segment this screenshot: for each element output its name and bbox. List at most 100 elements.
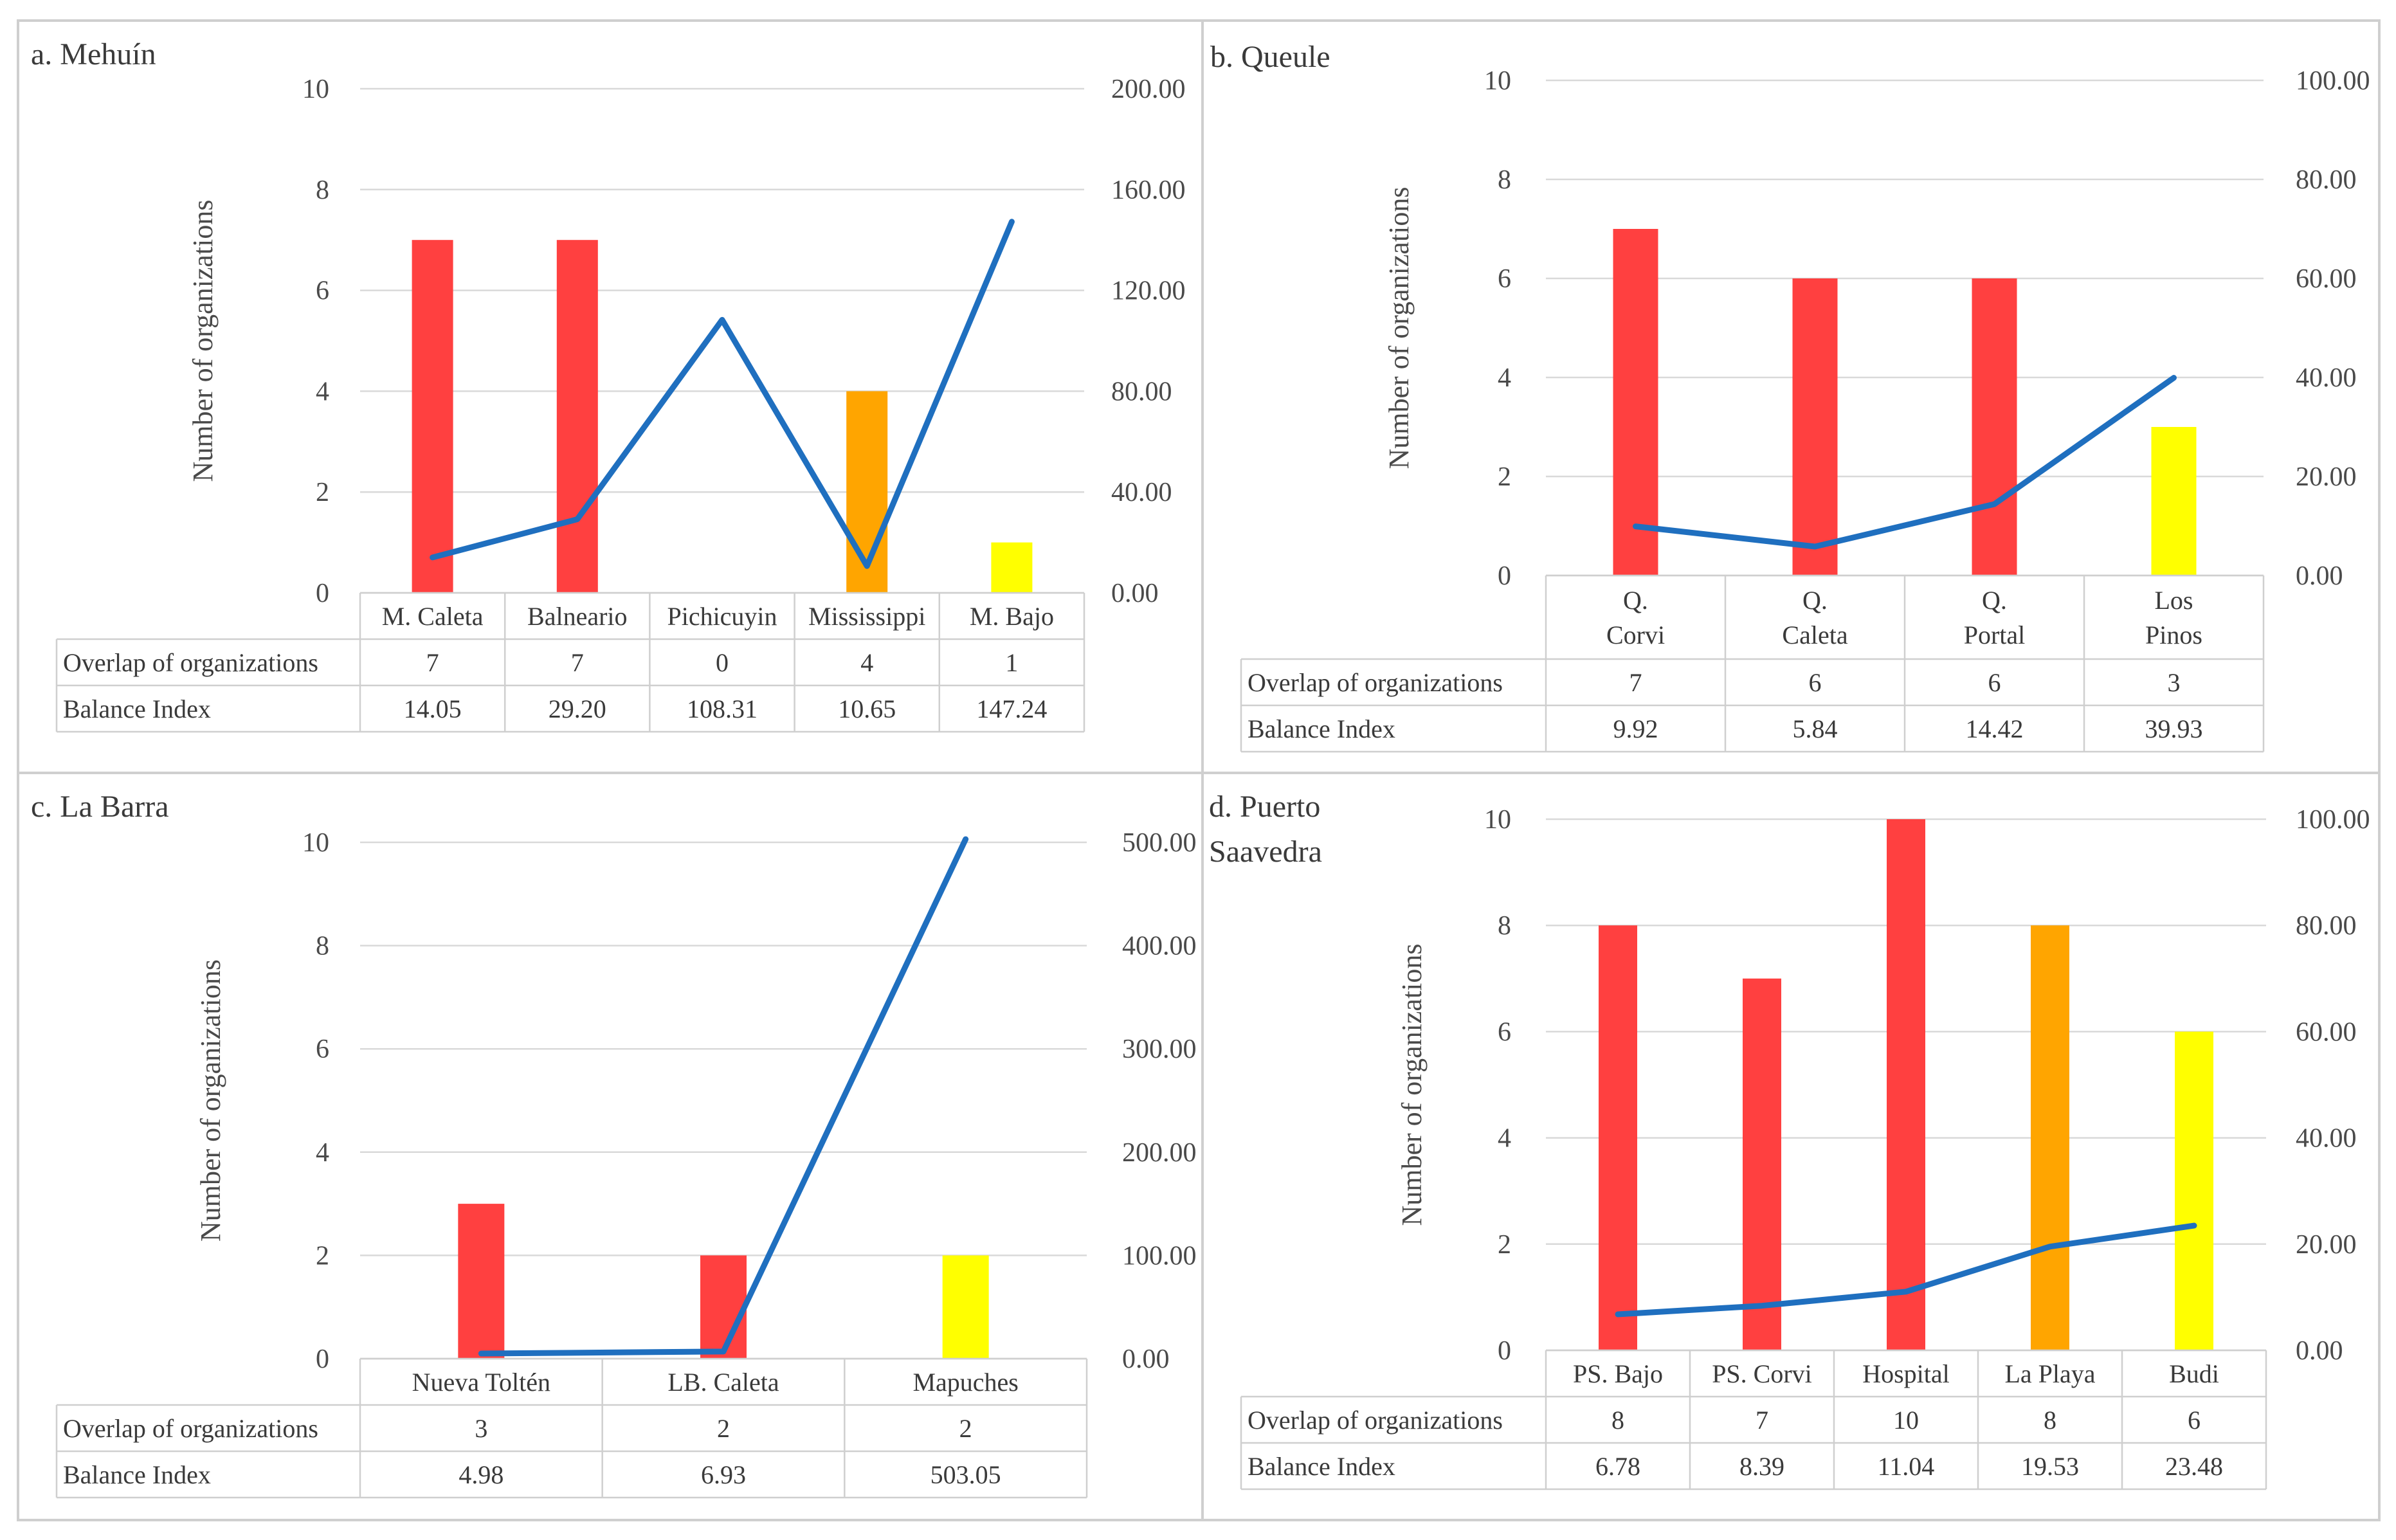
table-cell: 2 [717,1414,730,1443]
category-label: Q. [1802,586,1828,615]
bar [556,240,598,593]
category-label: Q. [1982,586,2007,615]
y2-tick-label: 80.00 [2296,165,2357,195]
balance-index-line [1615,1222,2197,1318]
bar [412,240,453,593]
category-label: Pinos [2145,621,2202,649]
table-cell: 0 [716,648,729,677]
y2-tick-label: 0.00 [2296,1336,2343,1366]
table-cell: 7 [571,648,584,677]
y-axis-label: Number of organizations [1396,943,1428,1226]
y-tick-label: 6 [1498,1017,1511,1047]
table-cell: 3 [475,1414,487,1443]
table-cell: 19.53 [2021,1452,2079,1481]
y-tick-label: 2 [1498,1230,1511,1260]
bar [1972,278,2017,575]
y-axis-label: Number of organizations [195,959,226,1242]
y-tick-label: 6 [316,1035,329,1064]
chart-title: a. Mehuín [31,37,156,71]
category-label: PS. Corvi [1712,1359,1812,1388]
y-tick-label: 2 [316,1241,329,1271]
bar [2151,427,2197,575]
category-label: Caleta [1782,621,1847,649]
y-tick-label: 4 [316,377,329,406]
bar [1613,229,1658,575]
category-label: Hospital [1862,1359,1950,1388]
chart-title: c. La Barra [31,790,169,824]
bar [458,1204,505,1359]
balance-index-line [478,836,969,1357]
table-cell: 2 [959,1414,972,1443]
y-tick-label: 4 [1498,1124,1511,1154]
y-tick-label: 10 [302,75,329,104]
table-cell: 14.05 [404,694,462,723]
y-tick-label: 0 [316,579,329,608]
category-label: M. Caleta [382,602,484,631]
y2-tick-label: 20.00 [2296,1230,2357,1260]
category-label: Q. [1623,586,1648,615]
y-tick-label: 4 [316,1138,329,1168]
table-cell: 6 [2188,1406,2201,1435]
data-table: Nueva Toltén LB. Caleta Mapuches Overlap of… [55,1357,1088,1499]
table-cell: 10.65 [838,694,896,723]
table-cell: 6.78 [1595,1452,1640,1481]
bar [1599,925,1637,1350]
y-tick-label: 10 [302,828,329,858]
data-table: M. Caleta Balneario Pichicuyin Mississippi M… [55,592,1085,733]
series-name: Overlap of organizations [1248,1406,1503,1435]
y-tick-label: 0 [1498,561,1511,591]
table-cell: 8.39 [1739,1452,1784,1481]
y2-tick-label: 0.00 [2296,561,2343,591]
y-axis-label: Number of organizations [1383,186,1415,469]
bar [2175,1031,2213,1350]
series-name: Balance Index [63,1460,211,1489]
table-cell: 8 [2044,1406,2056,1435]
table-cell: 23.48 [2165,1452,2223,1481]
y-tick-label: 8 [316,176,329,205]
series-name: Overlap of organizations [63,1414,318,1443]
table-cell: 6 [1809,668,1822,697]
table-cell: 147.24 [976,694,1047,723]
series-name: Overlap of organizations [63,648,318,677]
y-tick-label: 4 [1498,363,1511,393]
category-label: Mapuches [912,1368,1018,1397]
chart-title: d. Puerto [1209,790,1320,824]
y2-tick-label: 40.00 [2296,1124,2357,1154]
category-label: Balneario [527,602,628,631]
table-cell: 6 [1988,668,2001,697]
y2-tick-label: 100.00 [1122,1241,1197,1271]
table-cell: 10 [1893,1406,1919,1435]
balance-index-line [430,219,1015,569]
table-cell: 7 [426,648,439,677]
table-cell: 14.42 [1966,714,2024,743]
y-tick-label: 8 [1498,911,1511,941]
category-label: Budi [2169,1359,2219,1388]
table-cell: 503.05 [930,1460,1001,1489]
y2-tick-label: 200.00 [1111,75,1186,104]
category-label: La Playa [2004,1359,2095,1388]
series-name: Overlap of organizations [1248,668,1503,697]
balance-index-line [1633,375,2177,550]
series-name: Balance Index [1248,714,1395,743]
chart-panel-a: a. Mehuín02468100.0040.0080.00120.00160.… [31,37,1186,733]
bar [1887,819,1925,1350]
data-table: Q. Corvi Q. Caleta Q. Portal Los Pinos Overlap o… [1240,574,2265,753]
y2-tick-label: 120.00 [1111,276,1186,306]
bar [1743,978,1781,1350]
category-label: Portal [1964,621,2026,649]
y2-tick-label: 400.00 [1122,932,1197,961]
series-name: Balance Index [63,694,211,723]
y2-tick-label: 0.00 [1122,1345,1170,1374]
table-cell: 3 [2168,668,2181,697]
y2-tick-label: 80.00 [1111,377,1172,406]
bar [942,1255,989,1359]
chart-title: b. Queule [1210,40,1330,74]
y2-tick-label: 20.00 [2296,462,2357,492]
table-cell: 39.93 [2145,714,2203,743]
table-cell: 9.92 [1613,714,1658,743]
bar [2031,925,2069,1350]
bar [991,542,1033,593]
y2-tick-label: 300.00 [1122,1035,1197,1064]
